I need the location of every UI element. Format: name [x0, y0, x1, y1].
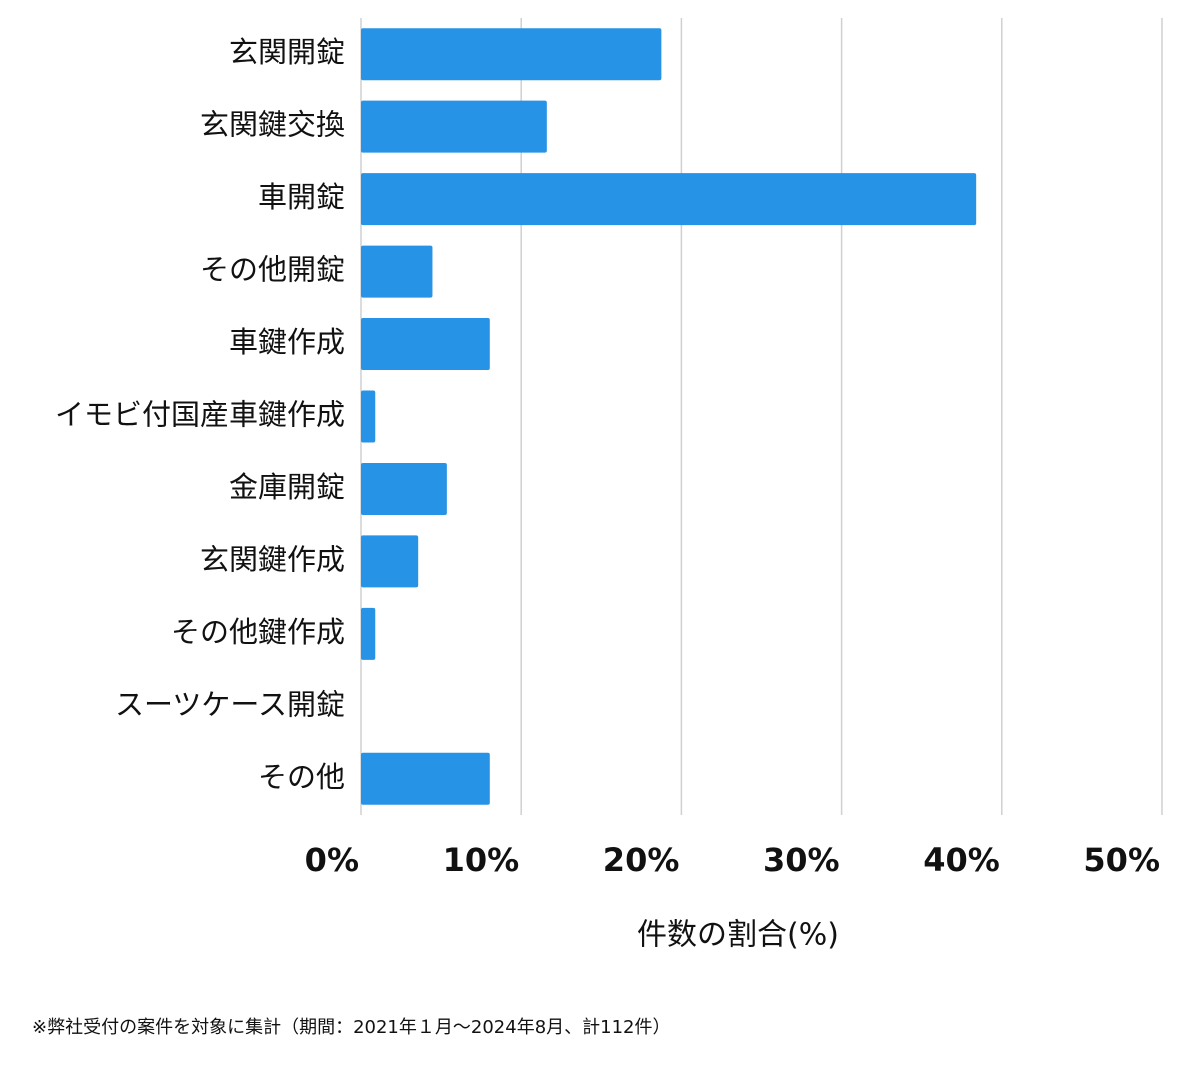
- bar: [361, 752, 490, 805]
- x-tick-label: 0%: [305, 841, 359, 879]
- y-tick-label: スーツケース開錠: [115, 687, 345, 721]
- y-tick-label: 車鍵作成: [229, 325, 345, 359]
- bar: [361, 245, 433, 298]
- x-tick-label: 10%: [443, 841, 520, 879]
- y-tick-label: 車開錠: [258, 180, 345, 214]
- y-tick-label: その他: [258, 760, 345, 794]
- x-tick-label: 40%: [923, 841, 1000, 879]
- y-tick-label: 金庫開錠: [229, 470, 345, 504]
- y-tick-label: イモビ付国産車鍵作成: [55, 398, 345, 432]
- y-tick-label: その他開錠: [200, 253, 345, 287]
- x-tick-label: 30%: [763, 841, 840, 879]
- bar: [361, 390, 376, 443]
- y-tick-label: その他鍵作成: [171, 615, 345, 649]
- x-tick-label: 20%: [603, 841, 680, 879]
- x-axis-label: 件数の割合(%): [637, 918, 839, 953]
- y-tick-label: 玄関開錠: [229, 35, 345, 69]
- bar: [361, 607, 376, 660]
- bar: [361, 28, 662, 81]
- bar: [361, 535, 419, 588]
- bar: [361, 173, 977, 226]
- bar: [361, 318, 490, 371]
- footnote: ※弊社受付の案件を対象に集計（期間：2021年１月～2024年8月、計112件）: [32, 1017, 671, 1038]
- bar: [361, 462, 447, 515]
- x-tick-label: 50%: [1083, 841, 1160, 879]
- bar: [361, 100, 547, 153]
- y-tick-label: 玄関鍵作成: [200, 542, 345, 576]
- y-tick-label: 玄関鍵交換: [200, 108, 345, 142]
